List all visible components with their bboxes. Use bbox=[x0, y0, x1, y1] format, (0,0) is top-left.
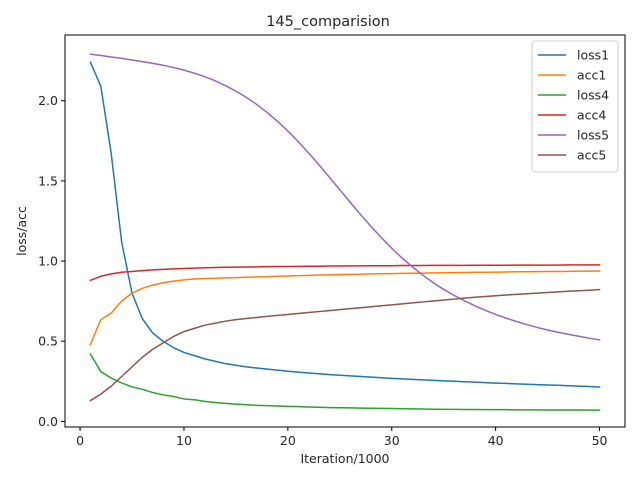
x-tick-label: 0 bbox=[76, 433, 84, 448]
series-line-acc1 bbox=[89, 270, 601, 346]
x-tick-label: 40 bbox=[488, 433, 504, 448]
series-line-loss4 bbox=[89, 353, 601, 411]
chart-title: 145_comparision bbox=[266, 14, 390, 30]
axes-frame bbox=[64, 34, 626, 428]
series-line-acc4 bbox=[89, 264, 601, 282]
series-line-loss1 bbox=[89, 61, 601, 388]
x-axis-label: Iteration/1000 bbox=[300, 451, 389, 466]
series-line-acc5 bbox=[89, 288, 601, 402]
x-tick-label: 30 bbox=[384, 433, 400, 448]
y-tick-label: 1.0 bbox=[38, 254, 58, 269]
x-tick-label: 10 bbox=[176, 433, 192, 448]
legend-label-loss4: loss4 bbox=[577, 88, 609, 103]
legend-label-loss5: loss5 bbox=[577, 128, 609, 143]
y-tick-label: 2.0 bbox=[38, 93, 58, 108]
axes-border bbox=[64, 34, 626, 428]
x-axis-ticks: 0 10 20 30 40 50 bbox=[76, 427, 608, 448]
y-tick-label: 0.5 bbox=[38, 334, 58, 349]
legend: loss1 acc1 loss4 acc4 loss5 acc5 bbox=[531, 40, 619, 173]
x-tick-label: 50 bbox=[592, 433, 608, 448]
legend-label-acc1: acc1 bbox=[577, 68, 606, 83]
y-axis-ticks: 0.0 0.5 1.0 1.5 2.0 bbox=[38, 93, 65, 429]
y-axis-label: loss/acc bbox=[14, 206, 29, 256]
plot-area bbox=[80, 58, 576, 427]
y-tick-label: 1.5 bbox=[38, 173, 58, 188]
legend-label-loss1: loss1 bbox=[577, 48, 609, 63]
x-tick-label: 20 bbox=[280, 433, 296, 448]
series-layer bbox=[89, 53, 601, 411]
legend-box bbox=[531, 40, 619, 173]
y-tick-label: 0.0 bbox=[38, 414, 58, 429]
series-line-loss5 bbox=[89, 53, 601, 341]
legend-label-acc4: acc4 bbox=[577, 108, 606, 123]
legend-label-acc5: acc5 bbox=[577, 148, 606, 163]
